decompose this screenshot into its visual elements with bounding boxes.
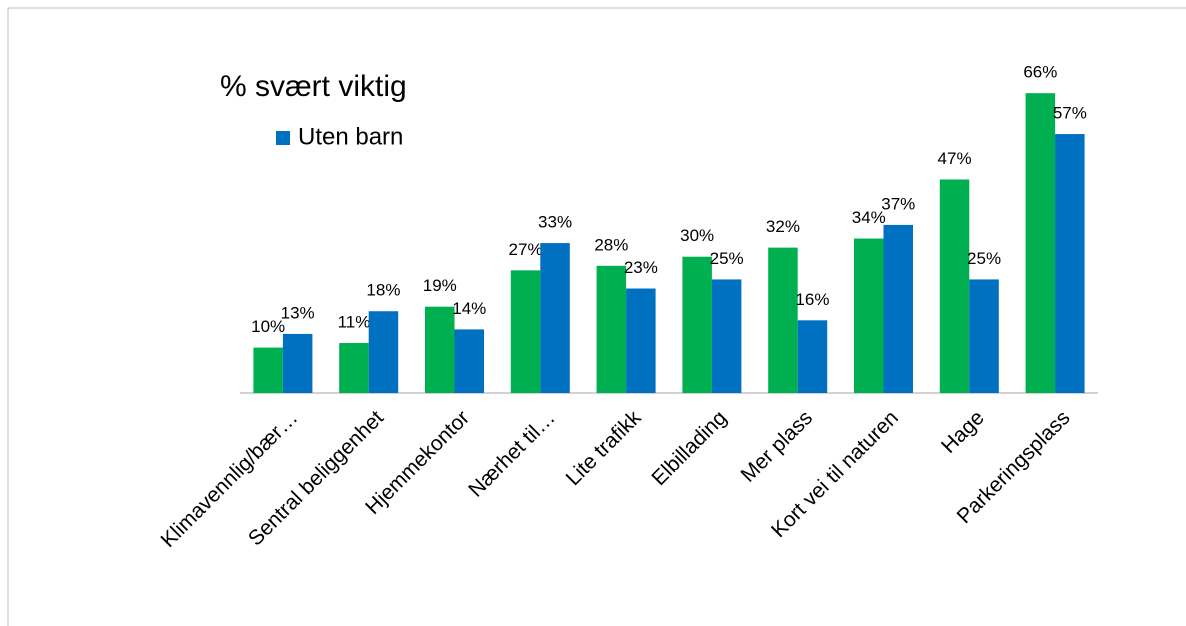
bar bbox=[425, 306, 455, 393]
value-label: 37% bbox=[881, 194, 915, 213]
x-tick-label: Elbillading bbox=[647, 406, 731, 490]
value-label: 33% bbox=[538, 213, 572, 232]
value-label: 23% bbox=[624, 258, 658, 277]
bar bbox=[711, 279, 742, 393]
value-label: 19% bbox=[423, 276, 457, 295]
bar bbox=[1025, 93, 1056, 394]
bar bbox=[854, 238, 884, 393]
value-label: 25% bbox=[967, 249, 1001, 268]
value-label: 10% bbox=[251, 317, 285, 336]
x-tick-label: Mer plass bbox=[737, 406, 818, 487]
value-label: 18% bbox=[366, 281, 400, 300]
bar bbox=[768, 247, 798, 393]
value-label: 66% bbox=[1023, 63, 1057, 82]
bar bbox=[596, 265, 627, 393]
value-label: 16% bbox=[795, 290, 829, 309]
value-label: 13% bbox=[281, 303, 315, 322]
value-label: 28% bbox=[594, 235, 628, 254]
bar bbox=[510, 270, 541, 393]
bar bbox=[454, 329, 484, 393]
bar bbox=[939, 179, 970, 393]
x-tick-label: Klimavennlig/bær… bbox=[157, 406, 303, 552]
x-tick-label: Nærhet til… bbox=[464, 406, 559, 501]
bar bbox=[626, 288, 656, 393]
value-label: 32% bbox=[766, 217, 800, 236]
x-tick-label: Hage bbox=[937, 406, 989, 458]
bar bbox=[797, 320, 828, 393]
bar bbox=[540, 243, 570, 393]
value-label: 27% bbox=[509, 240, 543, 259]
bar bbox=[969, 279, 999, 393]
value-label: 11% bbox=[338, 313, 371, 332]
chart-title: % svært viktig bbox=[220, 70, 407, 103]
legend-swatch bbox=[276, 131, 290, 145]
value-label: 34% bbox=[852, 208, 886, 227]
value-label: 57% bbox=[1053, 104, 1087, 123]
bar bbox=[339, 343, 369, 393]
value-label: 25% bbox=[710, 249, 744, 268]
x-tick-label: Lite trafikk bbox=[562, 406, 646, 490]
bar bbox=[253, 347, 283, 393]
value-label: 30% bbox=[680, 226, 714, 245]
bar bbox=[282, 333, 313, 393]
value-label: 14% bbox=[452, 299, 486, 318]
bar bbox=[883, 224, 913, 393]
bar bbox=[368, 311, 399, 393]
bar bbox=[1055, 134, 1085, 394]
bar bbox=[682, 256, 712, 393]
value-label: 47% bbox=[938, 149, 972, 168]
legend-label: Uten barn bbox=[298, 123, 403, 150]
